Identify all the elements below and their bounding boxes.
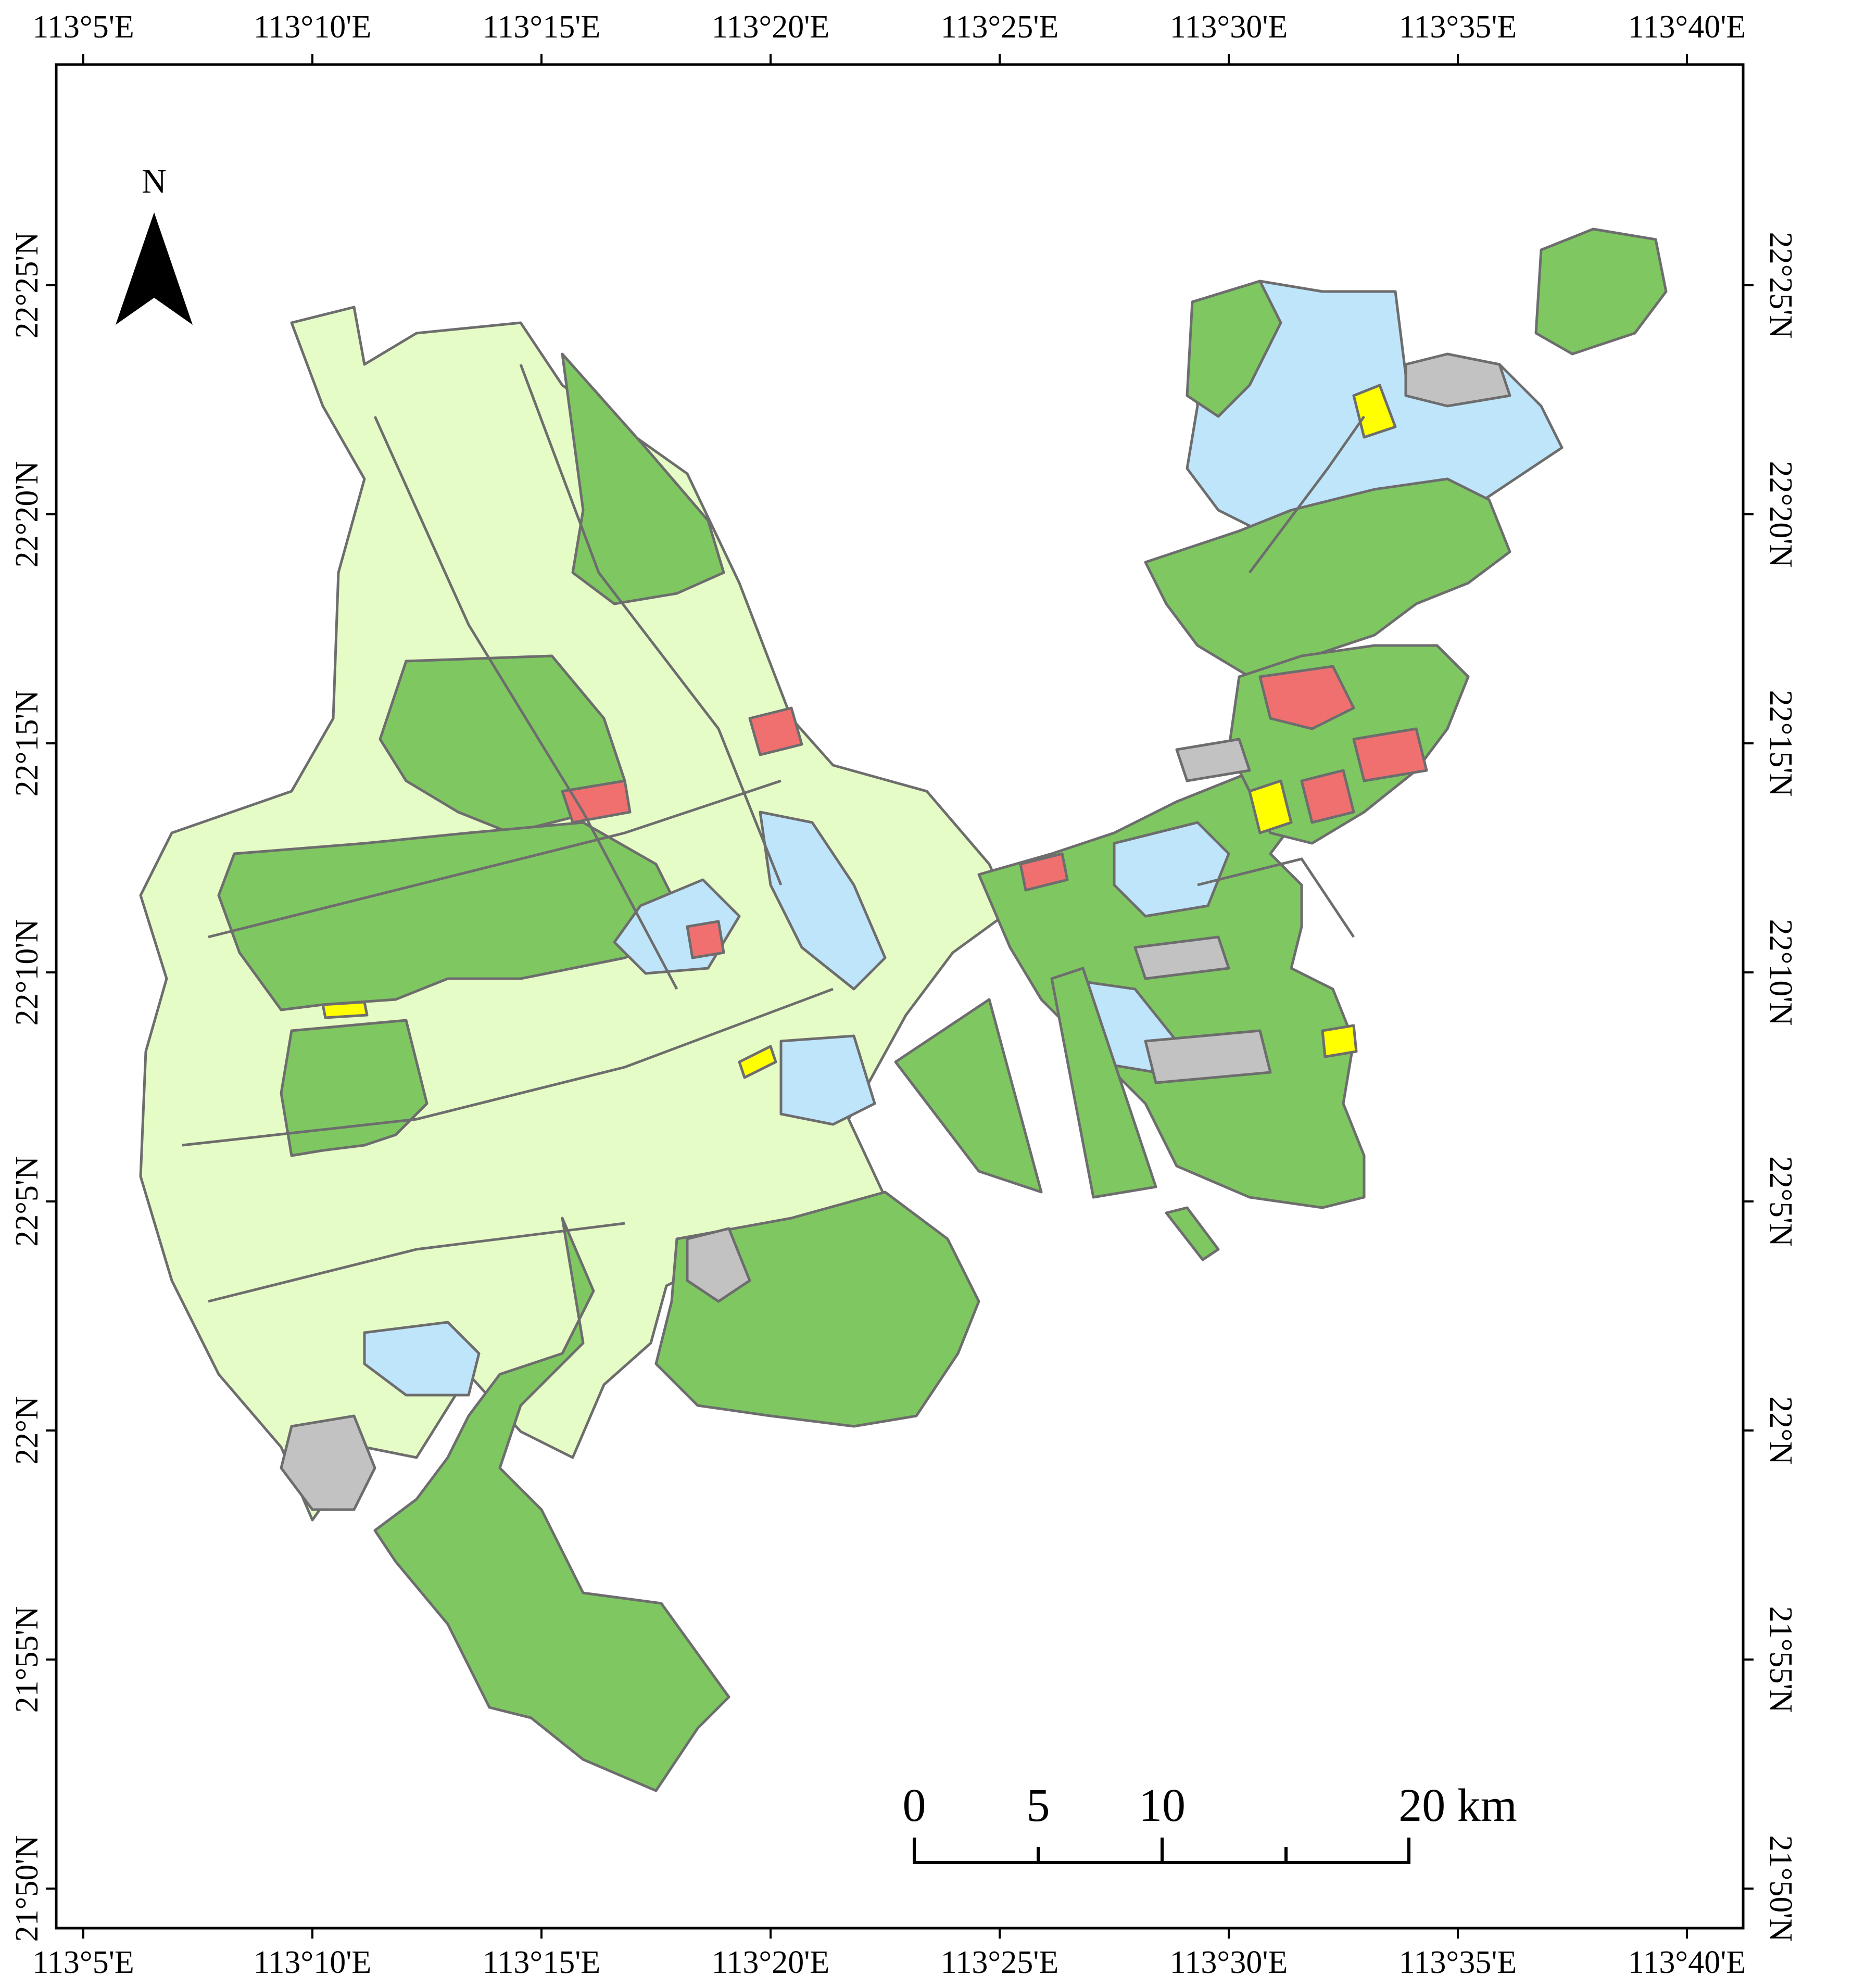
- lat-label-left: 22°N: [9, 1396, 45, 1465]
- lon-label-bottom: 113°20'E: [712, 1945, 830, 1980]
- built-west-2: [686, 1227, 751, 1303]
- north-arrow-icon: [116, 212, 193, 325]
- city-core-residential-1: [1258, 665, 1355, 730]
- lon-label-bottom: 113°10'E: [254, 1945, 372, 1980]
- lon-label-bottom: 113°40'E: [1628, 1945, 1746, 1980]
- lat-label-left: 22°5'N: [9, 1156, 45, 1247]
- road-network: [182, 364, 1366, 1303]
- built-east-1: [1133, 935, 1230, 980]
- lat-label-right: 22°20'N: [1763, 461, 1798, 568]
- lon-label-bottom: 113°35'E: [1399, 1945, 1517, 1980]
- lat-labels-right: 22°25'N 22°20'N 22°15'N 22°10'N 22°5'N 2…: [1763, 232, 1798, 1942]
- lon-label-bottom: 113°5'E: [32, 1945, 134, 1980]
- lon-labels-top: 113°5'E 113°10'E 113°15'E 113°20'E 113°2…: [32, 9, 1746, 45]
- peninsula-strip-2: [1050, 967, 1157, 1199]
- northeast-built-1: [1404, 352, 1511, 408]
- residential-west-2: [561, 779, 632, 824]
- lon-label-bottom: 113°30'E: [1170, 1945, 1288, 1980]
- city-core-residential-2: [1352, 727, 1428, 782]
- lon-label-top: 113°20'E: [712, 9, 830, 45]
- northeast-forest-2: [1144, 477, 1511, 678]
- lon-label-top: 113°40'E: [1628, 9, 1746, 45]
- northeast-island: [1534, 227, 1668, 356]
- forest-block-3: [217, 821, 689, 1011]
- commercial-west-1: [321, 1001, 369, 1019]
- scale-label-0: 0: [903, 1780, 926, 1831]
- frame-ticks: [46, 54, 1754, 1939]
- forest-block-2: [379, 654, 626, 834]
- lat-label-right: 22°5'N: [1763, 1156, 1798, 1247]
- city-core-built-1: [1175, 738, 1251, 782]
- lat-label-right: 22°15'N: [1763, 690, 1798, 797]
- peninsula-strip-1: [894, 998, 1043, 1194]
- lat-label-left: 22°20'N: [9, 461, 45, 568]
- built-east-2: [1144, 1029, 1272, 1084]
- built-west-1: [280, 1414, 376, 1511]
- lat-labels-left: 22°25'N 22°20'N 22°15'N 22°10'N 22°5'N 2…: [9, 232, 45, 1942]
- water-west-3: [779, 1034, 876, 1126]
- lon-label-top: 113°5'E: [32, 9, 134, 45]
- lat-label-left: 22°10'N: [9, 919, 45, 1026]
- forest-block-1: [561, 352, 725, 605]
- lat-label-right: 21°55'N: [1763, 1606, 1798, 1713]
- lat-label-right: 22°25'N: [1763, 232, 1798, 339]
- lon-label-bottom: 113°15'E: [483, 1945, 601, 1980]
- lat-label-left: 21°55'N: [9, 1606, 45, 1713]
- lon-label-top: 113°30'E: [1170, 9, 1288, 45]
- forest-block-south: [373, 1217, 730, 1792]
- scale-bar: 0 5 10 20 km: [903, 1780, 1517, 1864]
- lon-label-top: 113°10'E: [254, 9, 372, 45]
- land-use-layer: [139, 227, 1668, 1792]
- lon-labels-bottom: 113°5'E 113°10'E 113°15'E 113°20'E 113°2…: [32, 1945, 1746, 1980]
- lat-label-right: 22°N: [1763, 1396, 1798, 1465]
- lat-label-left: 21°50'N: [9, 1835, 45, 1942]
- north-label: N: [142, 162, 167, 200]
- lon-label-bottom: 113°25'E: [941, 1945, 1059, 1980]
- city-core-residential-3: [1300, 769, 1355, 824]
- northeast-forest-1: [1186, 280, 1282, 418]
- scale-bar-line: [913, 1838, 1410, 1864]
- lon-label-top: 113°15'E: [483, 9, 601, 45]
- lat-label-right: 21°50'N: [1763, 1835, 1798, 1942]
- lat-label-left: 22°25'N: [9, 232, 45, 339]
- east-central-forest: [977, 758, 1366, 1209]
- water-east-1: [1113, 821, 1230, 918]
- residential-east-1: [1019, 852, 1069, 892]
- lat-label-left: 22°15'N: [9, 690, 45, 797]
- lon-label-top: 113°25'E: [941, 9, 1059, 45]
- lon-label-top: 113°35'E: [1399, 9, 1517, 45]
- residential-west-1: [748, 706, 803, 756]
- water-west-2: [759, 811, 887, 991]
- island-small: [1165, 1206, 1220, 1261]
- scale-label-10: 10: [1139, 1780, 1186, 1831]
- commercial-east-1: [1321, 1024, 1358, 1058]
- lat-label-right: 22°10'N: [1763, 919, 1798, 1026]
- scale-label-20: 20 km: [1398, 1780, 1517, 1831]
- residential-west-3: [686, 920, 725, 959]
- city-core-commercial-1: [1248, 779, 1293, 834]
- north-arrow: N: [116, 162, 193, 325]
- commercial-west-2: [738, 1045, 777, 1079]
- scale-label-5: 5: [1027, 1780, 1050, 1831]
- water-west-4: [363, 1321, 481, 1397]
